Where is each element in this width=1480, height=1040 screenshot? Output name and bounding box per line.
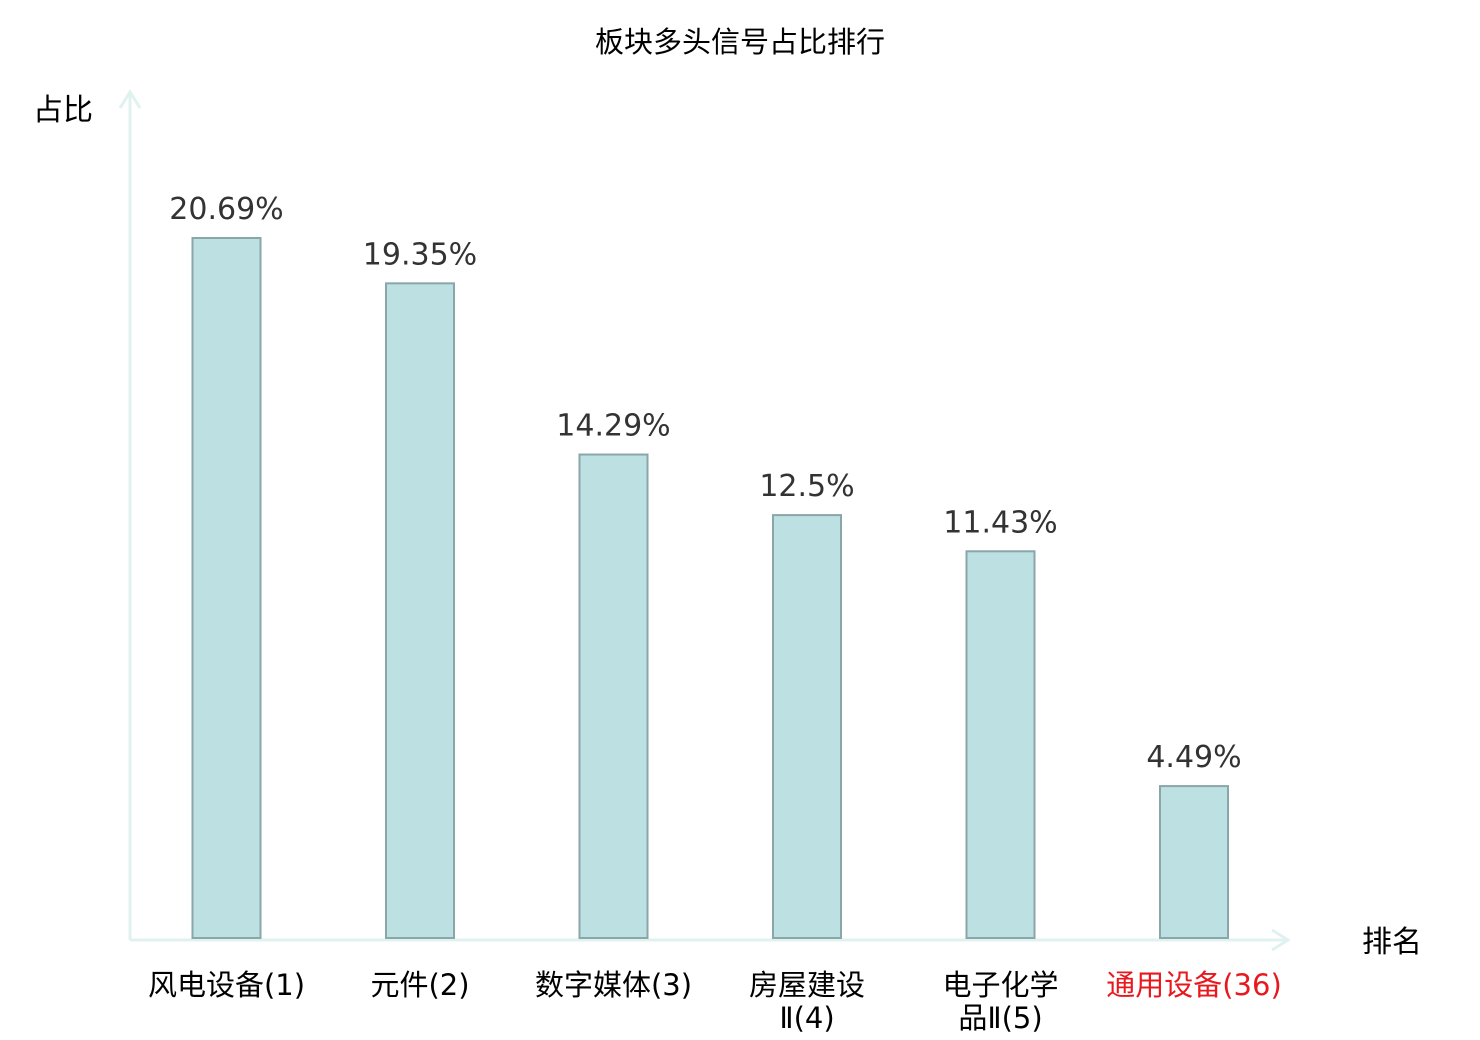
bar: [1159, 785, 1229, 940]
y-axis-arrow: [118, 89, 142, 109]
x-tick-label: 数字媒体(3): [535, 968, 692, 1002]
bar: [191, 237, 262, 939]
y-axis-label: 占比: [33, 93, 93, 128]
x-tick-label: Ⅱ(4): [779, 1001, 834, 1035]
bar: [772, 514, 842, 939]
x-tick-label: 通用设备(36): [1106, 968, 1282, 1002]
bar: [965, 550, 1036, 939]
x-tick-label: 房屋建设: [749, 968, 865, 1002]
x-tick-label: 风电设备(1): [148, 968, 305, 1002]
bar-value-label: 19.35%: [363, 237, 477, 272]
chart-title: 板块多头信号占比排行: [595, 25, 885, 59]
x-axis-arrow: [1271, 928, 1291, 952]
value-labels-group: 20.69% 19.35% 14.29% 12.5% 11.43% 4.49%: [169, 192, 1241, 775]
bar-value-label: 20.69%: [169, 192, 283, 227]
bar-value-label: 14.29%: [556, 409, 670, 444]
x-tick-label: 品Ⅱ(5): [958, 1001, 1042, 1035]
x-tick-label: 元件(2): [370, 968, 469, 1002]
bars-group: [191, 237, 1229, 940]
bar-value-label: 4.49%: [1146, 740, 1241, 775]
bar-value-label: 12.5%: [759, 469, 854, 504]
bar: [578, 453, 649, 939]
axes: [118, 89, 1291, 952]
bar-value-label: 11.43%: [943, 505, 1057, 540]
x-tick-label: 电子化学: [942, 968, 1058, 1002]
x-axis-label: 排名: [1362, 925, 1422, 960]
bar: [385, 282, 455, 939]
